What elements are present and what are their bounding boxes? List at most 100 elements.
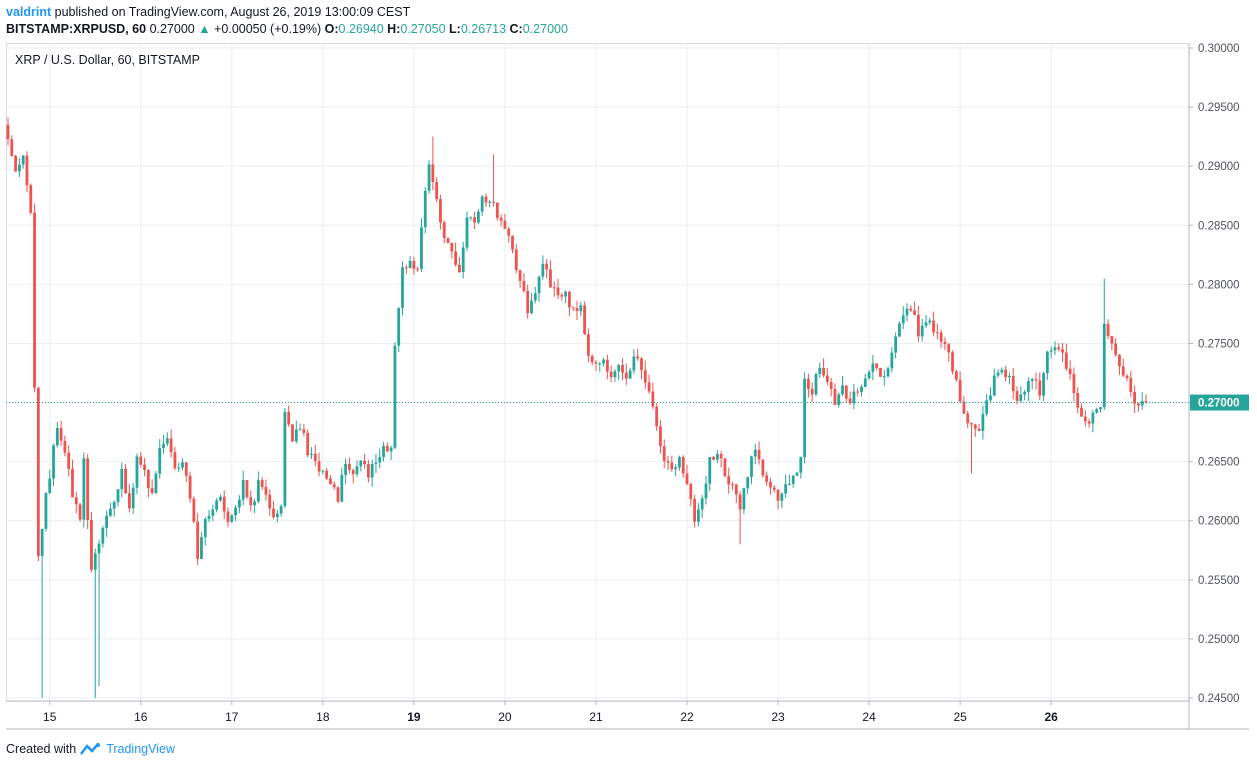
candle-body bbox=[116, 489, 120, 503]
candle-body bbox=[340, 474, 344, 502]
candle-body bbox=[1125, 375, 1129, 379]
candle-down bbox=[822, 358, 825, 378]
candle-down bbox=[458, 257, 461, 274]
candle-body bbox=[146, 470, 150, 489]
candle-up bbox=[340, 467, 344, 503]
candle-up bbox=[44, 492, 48, 532]
plot-border bbox=[5, 42, 1190, 702]
candle-body bbox=[693, 498, 696, 522]
candle-down bbox=[260, 476, 264, 491]
candle-body bbox=[757, 449, 761, 460]
time-tick-label: 16 bbox=[134, 710, 148, 724]
candle-body bbox=[913, 310, 917, 315]
time-axis[interactable]: 15 16 17 18 19 20 21 22 23 24 25 26 bbox=[6, 700, 1249, 730]
candle-body bbox=[158, 448, 162, 474]
candle-body bbox=[10, 139, 14, 156]
candle-body bbox=[700, 498, 704, 510]
up-arrow-icon: ▲ bbox=[198, 22, 211, 36]
candle-body bbox=[1019, 394, 1023, 401]
candle-up bbox=[602, 357, 605, 367]
candle-body bbox=[666, 461, 670, 463]
candle-down bbox=[666, 455, 670, 471]
candle-up bbox=[780, 492, 784, 508]
candle-down bbox=[473, 211, 476, 230]
candle-down bbox=[1118, 354, 1121, 376]
candle-body bbox=[541, 263, 545, 277]
candle-down bbox=[806, 373, 810, 398]
time-tick-label: 15 bbox=[43, 710, 57, 724]
candle-down bbox=[245, 479, 249, 500]
candle-up bbox=[1023, 390, 1027, 401]
candle-down bbox=[689, 482, 693, 507]
price-axis[interactable]: 0.24500 0.25000 0.25500 0.26000 0.26500 0.270… bbox=[1188, 43, 1250, 729]
candle-down bbox=[222, 490, 226, 520]
candle-body bbox=[476, 211, 480, 223]
candle-down bbox=[643, 360, 647, 389]
candle-up bbox=[791, 474, 795, 488]
candle-body bbox=[772, 487, 776, 490]
candle-body bbox=[291, 424, 294, 442]
candle-down bbox=[1087, 418, 1091, 428]
candle-body bbox=[181, 462, 184, 468]
candle-body bbox=[647, 382, 651, 392]
candle-body bbox=[67, 452, 71, 469]
candle-body bbox=[25, 155, 29, 186]
candle-down bbox=[10, 135, 14, 157]
candle-up bbox=[211, 504, 215, 522]
candle-body bbox=[947, 344, 951, 353]
candle-up bbox=[165, 432, 169, 447]
candle-up bbox=[97, 539, 101, 687]
candle-up bbox=[837, 392, 841, 408]
candle-up bbox=[370, 459, 374, 487]
candle-down bbox=[196, 513, 200, 566]
candle-down bbox=[291, 424, 294, 442]
candle-body bbox=[401, 267, 404, 308]
candle-body bbox=[173, 452, 177, 469]
candle-up bbox=[397, 307, 401, 353]
candle-down bbox=[188, 471, 192, 503]
chart-svg[interactable]: 0.24500 0.25000 0.25500 0.26000 0.26500 0.270… bbox=[5, 42, 1250, 731]
candle-up bbox=[237, 495, 241, 514]
high-label: H: bbox=[387, 22, 401, 36]
candle-down bbox=[1080, 403, 1083, 417]
candle-body bbox=[655, 406, 659, 427]
candle-down bbox=[757, 441, 761, 465]
candle-body bbox=[537, 276, 541, 294]
candle-up bbox=[215, 498, 219, 513]
candle-body bbox=[715, 454, 719, 460]
candle-down bbox=[450, 242, 454, 259]
candle-body bbox=[389, 447, 393, 452]
candle-body bbox=[294, 429, 298, 442]
candle-up bbox=[784, 474, 788, 498]
candle-down bbox=[738, 491, 742, 545]
candle-body bbox=[560, 295, 564, 297]
candle-body bbox=[753, 449, 757, 457]
candle-body bbox=[624, 372, 628, 379]
candle-down bbox=[522, 273, 526, 293]
candle-up bbox=[279, 504, 283, 517]
candle-up bbox=[131, 482, 135, 515]
candle-body bbox=[348, 463, 351, 470]
open-label: O: bbox=[324, 22, 339, 36]
candle-up bbox=[1099, 406, 1102, 413]
candle-body bbox=[256, 480, 260, 502]
time-tick-label: 18 bbox=[316, 710, 330, 724]
candle-body bbox=[696, 509, 700, 522]
author-link[interactable]: valdrint bbox=[6, 5, 52, 19]
candle-body bbox=[939, 332, 943, 342]
candle-up bbox=[981, 405, 985, 440]
tradingview-brand[interactable]: TradingView bbox=[106, 742, 175, 756]
candle-body bbox=[495, 202, 499, 218]
candle-body bbox=[901, 315, 905, 324]
candle-body bbox=[1144, 401, 1148, 403]
candle-up bbox=[1045, 350, 1049, 380]
candle-body bbox=[237, 499, 241, 508]
candle-up bbox=[158, 439, 162, 479]
price-tick-label: 0.29000 bbox=[1198, 161, 1240, 173]
price-chart[interactable]: 0.24500 0.25000 0.25500 0.26000 0.26500 0.270… bbox=[5, 42, 1250, 731]
candle-down bbox=[264, 479, 268, 501]
candle-body bbox=[844, 385, 848, 399]
candle-body bbox=[416, 268, 420, 270]
candle-body bbox=[78, 504, 82, 520]
candle-body bbox=[917, 314, 920, 337]
